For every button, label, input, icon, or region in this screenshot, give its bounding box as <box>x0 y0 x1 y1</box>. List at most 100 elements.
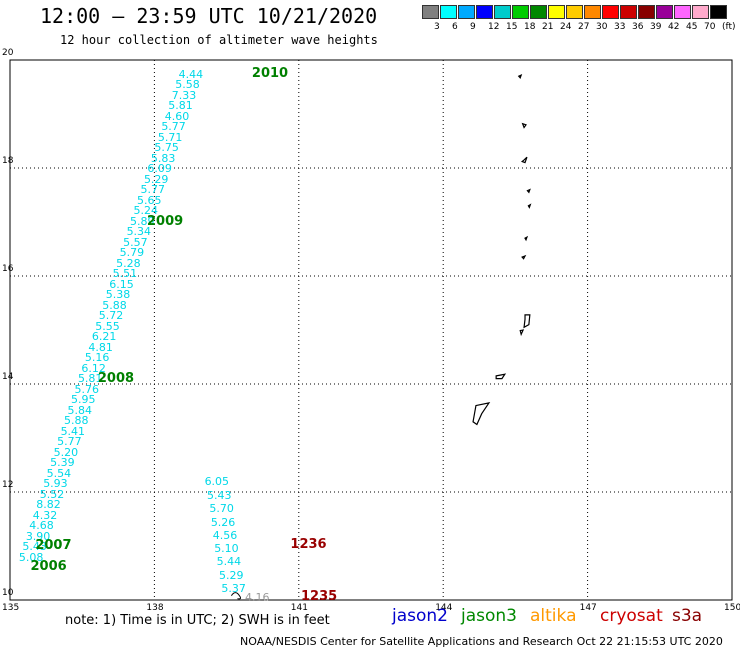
wave-height-value: 5.89 <box>130 214 155 228</box>
scale-label: 45 <box>686 22 698 32</box>
wave-height-value: 4.81 <box>88 340 113 354</box>
island-outline <box>523 314 531 329</box>
scale-label: 3 <box>434 22 440 32</box>
wave-height-value: 5.77 <box>57 435 82 449</box>
scale-label: (ft) <box>722 22 736 32</box>
wave-height-value: 5.24 <box>133 204 159 218</box>
wave-height-value: 5.75 <box>154 141 179 155</box>
scale-swatch <box>566 5 583 19</box>
wave-height-value: 5.71 <box>157 130 183 144</box>
wave-height-value: 5.84 <box>67 403 93 417</box>
credit-line: NOAA/NESDIS Center for Satellite Applica… <box>240 635 723 648</box>
map-subtitle: 12 hour collection of altimeter wave hei… <box>60 33 378 47</box>
wave-height-value: 5.81 <box>168 99 193 113</box>
scale-swatch <box>512 5 529 19</box>
lat-tick-label: 18 <box>2 156 14 166</box>
wave-height-value: 4.16 <box>245 591 270 605</box>
pass-label: 1236 <box>290 536 327 552</box>
scale-label: 15 <box>506 22 518 32</box>
island-outline <box>521 122 527 129</box>
scale-label: 24 <box>560 22 572 32</box>
footer-note: note: 1) Time is in UTC; 2) SWH is in fe… <box>65 613 330 628</box>
wave-height-value: 5.88 <box>102 298 127 312</box>
island-outline <box>230 592 242 600</box>
wave-height-value: 5.51 <box>112 267 138 281</box>
wave-height-value: 8.82 <box>36 498 61 512</box>
island-outline <box>517 73 523 79</box>
scale-swatch <box>458 5 475 19</box>
satellite-legend-item: jason2 <box>392 606 448 626</box>
scale-label: 12 <box>488 22 500 32</box>
pass-label: 2008 <box>97 370 135 386</box>
wave-height-value: 5.65 <box>136 193 162 207</box>
lat-lon-grid <box>9 59 733 601</box>
wave-height-value: 7.33 <box>171 88 197 102</box>
island-outline <box>472 402 491 426</box>
wave-height-value: 5.16 <box>84 351 110 365</box>
scale-swatch <box>602 5 619 19</box>
scale-swatch <box>530 5 547 19</box>
scale-swatch <box>620 5 637 19</box>
wave-height-value: 5.57 <box>123 235 148 249</box>
wave-height-value: 5.52 <box>39 487 65 501</box>
wave-height-value: 4.32 <box>32 508 58 522</box>
satellite-legend-item: s3a <box>672 606 703 626</box>
scale-swatch <box>440 5 457 19</box>
wave-height-value: 5.77 <box>161 120 186 134</box>
lon-tick-label: 141 <box>290 603 308 613</box>
island-outline <box>527 203 532 209</box>
pass-label: 2010 <box>251 65 289 81</box>
wave-height-value: 5.79 <box>119 246 145 260</box>
land-outlines <box>230 73 532 600</box>
wave-height-value: 5.34 <box>126 225 152 239</box>
scale-label: 30 <box>596 22 608 32</box>
map-plot-area: 135 138 141 144 147 150 10 12 14 16 18 20 4.44 5.58 7.… <box>2 48 740 613</box>
wave-height-value: 5.88 <box>64 414 89 428</box>
scale-label: 36 <box>632 22 644 32</box>
lon-tick-label: 144 <box>435 603 453 613</box>
wave-height-value: 4.60 <box>164 109 190 123</box>
map-title: 12:00 – 23:59 UTC 10/21/2020 <box>40 4 378 28</box>
scale-swatch <box>674 5 691 19</box>
map-svg <box>9 59 733 601</box>
scale-swatch <box>638 5 655 19</box>
pass-label: 2006 <box>30 558 67 574</box>
wave-height-value: 5.72 <box>98 309 124 323</box>
wave-height-value: 5.93 <box>43 477 68 491</box>
wave-height-value: 5.83 <box>150 151 176 165</box>
island-outline <box>495 373 507 380</box>
wave-height-value: 5.77 <box>140 183 165 197</box>
lon-tick-label: 150 <box>724 603 740 613</box>
wave-height-value: 5.20 <box>53 445 79 459</box>
lat-tick-label: 16 <box>2 264 14 274</box>
lon-tick-label: 147 <box>579 603 597 613</box>
wave-height-value: 5.76 <box>74 382 99 396</box>
wave-height-value: 3.90 <box>25 529 51 543</box>
wave-height-value: 5.28 <box>116 256 141 270</box>
scale-swatch <box>422 5 439 19</box>
satellite-legend-item: altika <box>530 606 577 626</box>
wave-height-value: 5.38 <box>105 288 131 302</box>
wave-height-value: 5.43 <box>206 488 232 502</box>
wave-height-value: 5.44 <box>216 555 242 569</box>
scale-swatch <box>548 5 565 19</box>
wave-height-value: 5.10 <box>214 541 239 555</box>
wave-height-value: 5.81 <box>77 372 103 386</box>
wave-height-value: 6.09 <box>147 162 172 176</box>
lat-tick-label: 20 <box>2 48 14 58</box>
scale-swatch <box>710 5 727 19</box>
scale-label: 70 <box>704 22 716 32</box>
satellite-legend-item: cryosat <box>600 606 663 626</box>
lat-tick-label: 12 <box>2 480 14 490</box>
lat-tick-label: 14 <box>2 372 14 382</box>
lat-tick-label: 10 <box>2 588 14 598</box>
scale-swatch <box>494 5 511 19</box>
wave-height-value: 5.08 <box>18 550 44 564</box>
wave-height-value: 5.43 <box>22 540 47 554</box>
lon-tick-label: 135 <box>2 603 20 613</box>
wave-height-value: 5.26 <box>210 515 236 529</box>
island-outline <box>521 254 527 260</box>
wave-height-value: 5.95 <box>70 393 96 407</box>
wave-height-value: 6.05 <box>204 475 230 489</box>
scale-label: 21 <box>542 22 554 32</box>
